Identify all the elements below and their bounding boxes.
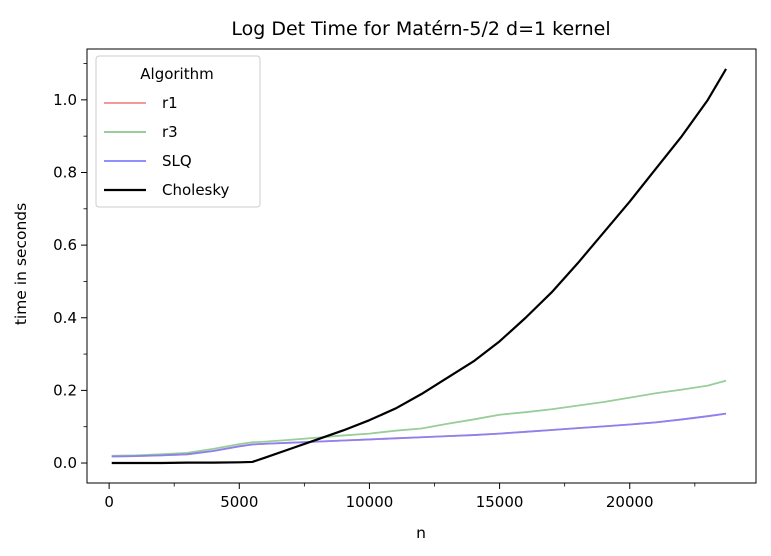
y-axis-label: time in seconds (12, 203, 30, 325)
series-line-cholesky (111, 68, 728, 465)
legend-label-slq: SLQ (162, 152, 192, 170)
legend-label-r1: r1 (162, 94, 178, 112)
y-tick-label: 0.6 (53, 236, 77, 254)
legend-title: Algorithm (140, 65, 213, 83)
series-line-r3 (111, 379, 727, 457)
legend-entries: r1 r3 SLQ Cholesky (104, 94, 230, 199)
x-tick-label: 5000 (220, 493, 258, 511)
y-tick-label: 1.0 (53, 91, 77, 109)
axes: 0 5000 10000 15000 20000 0.0 0.2 0.4 0.6 0.8 1.0 (53, 48, 757, 511)
x-axis-label: n (416, 524, 426, 542)
legend-label-r3: r3 (162, 123, 178, 141)
y-tick-label: 0.0 (53, 454, 77, 472)
x-tick-label: 15000 (476, 493, 524, 511)
legend: Algorithm r1 r3 SLQ Cholesky (95, 55, 261, 208)
legend-label-cholesky: Cholesky (162, 181, 230, 199)
x-tick-label: 10000 (346, 493, 394, 511)
x-tick-label: 0 (104, 493, 114, 511)
axes-frame (86, 48, 757, 484)
legend-frame (95, 55, 261, 208)
y-tick-label: 0.2 (53, 381, 77, 399)
series-line-slq (111, 412, 727, 458)
y-tick-label: 0.8 (53, 163, 77, 181)
plot-area (111, 68, 728, 465)
x-tick-label: 20000 (606, 493, 654, 511)
chart-title: Log Det Time for Matérn-5/2 d=1 kernel (231, 18, 610, 40)
y-tick-label: 0.4 (53, 309, 77, 327)
